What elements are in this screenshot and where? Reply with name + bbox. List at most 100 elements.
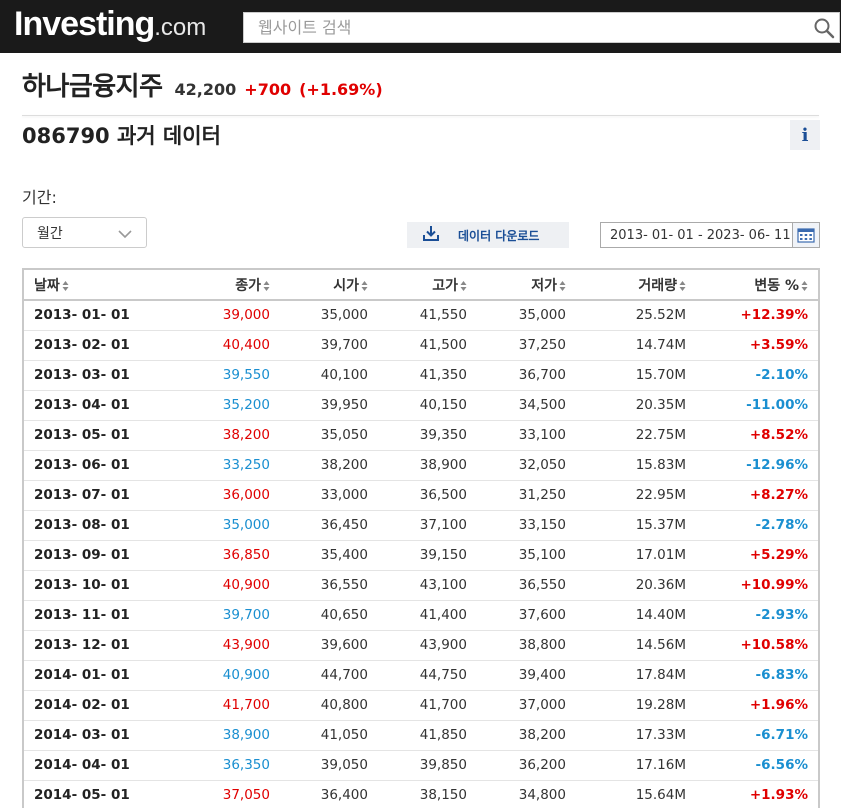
- column-header-high[interactable]: 고가: [378, 270, 477, 301]
- logo-main-text: Investing: [14, 5, 155, 43]
- cell-low: 37,600: [477, 600, 576, 631]
- cell-volume: 17.16M: [576, 750, 696, 781]
- search-icon[interactable]: [809, 13, 839, 43]
- cell-high: 43,900: [378, 630, 477, 661]
- table-row: 2013- 08- 01 35,000 36,450 37,100 33,150 15.3…: [24, 510, 818, 541]
- cell-date: 2014- 02- 01: [24, 690, 144, 721]
- download-icon: [423, 225, 439, 245]
- cell-open: 40,800: [280, 690, 378, 721]
- cell-change: -12.96%: [696, 450, 818, 481]
- cell-open: 36,550: [280, 570, 378, 601]
- cell-volume: 17.33M: [576, 720, 696, 751]
- cell-high: 38,900: [378, 450, 477, 481]
- cell-close: 40,900: [144, 660, 280, 691]
- sort-icon: [679, 280, 686, 291]
- cell-volume: 14.56M: [576, 630, 696, 661]
- cell-close: 36,850: [144, 540, 280, 571]
- column-header-label: 저가: [531, 277, 557, 294]
- column-header-date[interactable]: 날짜: [24, 270, 144, 301]
- cell-volume: 17.01M: [576, 540, 696, 571]
- cell-close: 35,200: [144, 390, 280, 421]
- cell-date: 2014- 01- 01: [24, 660, 144, 691]
- column-header-low[interactable]: 저가: [477, 270, 576, 301]
- cell-open: 38,200: [280, 450, 378, 481]
- table-row: 2013- 07- 01 36,000 33,000 36,500 31,250 22.9…: [24, 480, 818, 511]
- investing-logo[interactable]: Investing .com: [14, 5, 206, 47]
- cell-close: 33,250: [144, 450, 280, 481]
- download-button-label: 데이터 다운로드: [458, 228, 540, 243]
- cell-change: -2.10%: [696, 360, 818, 391]
- cell-open: 35,050: [280, 420, 378, 451]
- instrument-header: 하나금융지주 42,200 +700 (+1.69%): [22, 66, 383, 103]
- cell-low: 37,250: [477, 330, 576, 361]
- cell-open: 35,000: [280, 300, 378, 331]
- cell-date: 2014- 03- 01: [24, 720, 144, 751]
- cell-change: +8.27%: [696, 480, 818, 511]
- cell-change: +8.52%: [696, 420, 818, 451]
- cell-close: 41,700: [144, 690, 280, 721]
- cell-change: +12.39%: [696, 300, 818, 331]
- cell-close: 36,000: [144, 480, 280, 511]
- period-select[interactable]: 월간: [22, 217, 147, 248]
- cell-high: 38,150: [378, 780, 477, 808]
- info-button[interactable]: i: [790, 120, 820, 150]
- instrument-price: 42,200: [174, 80, 237, 99]
- download-data-button[interactable]: 데이터 다운로드: [407, 222, 569, 248]
- column-header-change[interactable]: 변동 %: [696, 270, 818, 301]
- cell-low: 35,100: [477, 540, 576, 571]
- cell-close: 38,200: [144, 420, 280, 451]
- cell-change: -2.78%: [696, 510, 818, 541]
- table-row: 2013- 04- 01 35,200 39,950 40,150 34,500 20.3…: [24, 390, 818, 421]
- cell-volume: 19.28M: [576, 690, 696, 721]
- header-divider: [22, 115, 819, 116]
- cell-close: 38,900: [144, 720, 280, 751]
- cell-high: 44,750: [378, 660, 477, 691]
- cell-open: 33,000: [280, 480, 378, 511]
- instrument-change-pct: (+1.69%): [299, 80, 383, 99]
- cell-high: 41,550: [378, 300, 477, 331]
- table-row: 2013- 03- 01 39,550 40,100 41,350 36,700 15.7…: [24, 360, 818, 391]
- cell-open: 36,400: [280, 780, 378, 808]
- cell-open: 41,050: [280, 720, 378, 751]
- cell-change: +10.99%: [696, 570, 818, 601]
- instrument-change: +700: [244, 80, 292, 99]
- cell-high: 41,500: [378, 330, 477, 361]
- date-range-picker[interactable]: 2013- 01- 01 - 2023- 06- 11: [600, 222, 820, 248]
- historical-data-table: 날짜 종가 시가 고가 저가 거래량 변동 % 2013- 01- 01 39,0…: [22, 268, 820, 808]
- cell-change: -6.71%: [696, 720, 818, 751]
- table-row: 2013- 10- 01 40,900 36,550 43,100 36,550 20.3…: [24, 570, 818, 601]
- column-header-volume[interactable]: 거래량: [576, 270, 696, 301]
- cell-close: 43,900: [144, 630, 280, 661]
- cell-close: 39,550: [144, 360, 280, 391]
- sort-icon: [559, 280, 566, 291]
- column-header-label: 고가: [432, 277, 458, 294]
- cell-date: 2013- 04- 01: [24, 390, 144, 421]
- cell-change: +1.93%: [696, 780, 818, 808]
- logo-suffix-text: .com: [154, 14, 207, 41]
- cell-close: 40,400: [144, 330, 280, 361]
- sort-icon: [263, 280, 270, 291]
- cell-low: 31,250: [477, 480, 576, 511]
- sort-icon: [62, 280, 69, 291]
- cell-low: 36,550: [477, 570, 576, 601]
- cell-date: 2013- 08- 01: [24, 510, 144, 541]
- column-header-label: 변동 %: [754, 277, 799, 294]
- cell-low: 34,500: [477, 390, 576, 421]
- cell-open: 44,700: [280, 660, 378, 691]
- cell-close: 39,000: [144, 300, 280, 331]
- search-input[interactable]: [244, 13, 809, 42]
- table-row: 2014- 05- 01 37,050 36,400 38,150 34,800 15.6…: [24, 780, 818, 808]
- cell-open: 35,400: [280, 540, 378, 571]
- calendar-icon[interactable]: [792, 223, 819, 247]
- cell-low: 39,400: [477, 660, 576, 691]
- table-row: 2014- 03- 01 38,900 41,050 41,850 38,200 17.3…: [24, 720, 818, 751]
- cell-change: -2.93%: [696, 600, 818, 631]
- cell-volume: 22.75M: [576, 420, 696, 451]
- column-header-close[interactable]: 종가: [144, 270, 280, 301]
- cell-change: +5.29%: [696, 540, 818, 571]
- column-header-open[interactable]: 시가: [280, 270, 378, 301]
- page-title: 086790 과거 데이터: [22, 124, 221, 148]
- cell-low: 33,100: [477, 420, 576, 451]
- info-icon: i: [801, 124, 809, 146]
- cell-change: -6.83%: [696, 660, 818, 691]
